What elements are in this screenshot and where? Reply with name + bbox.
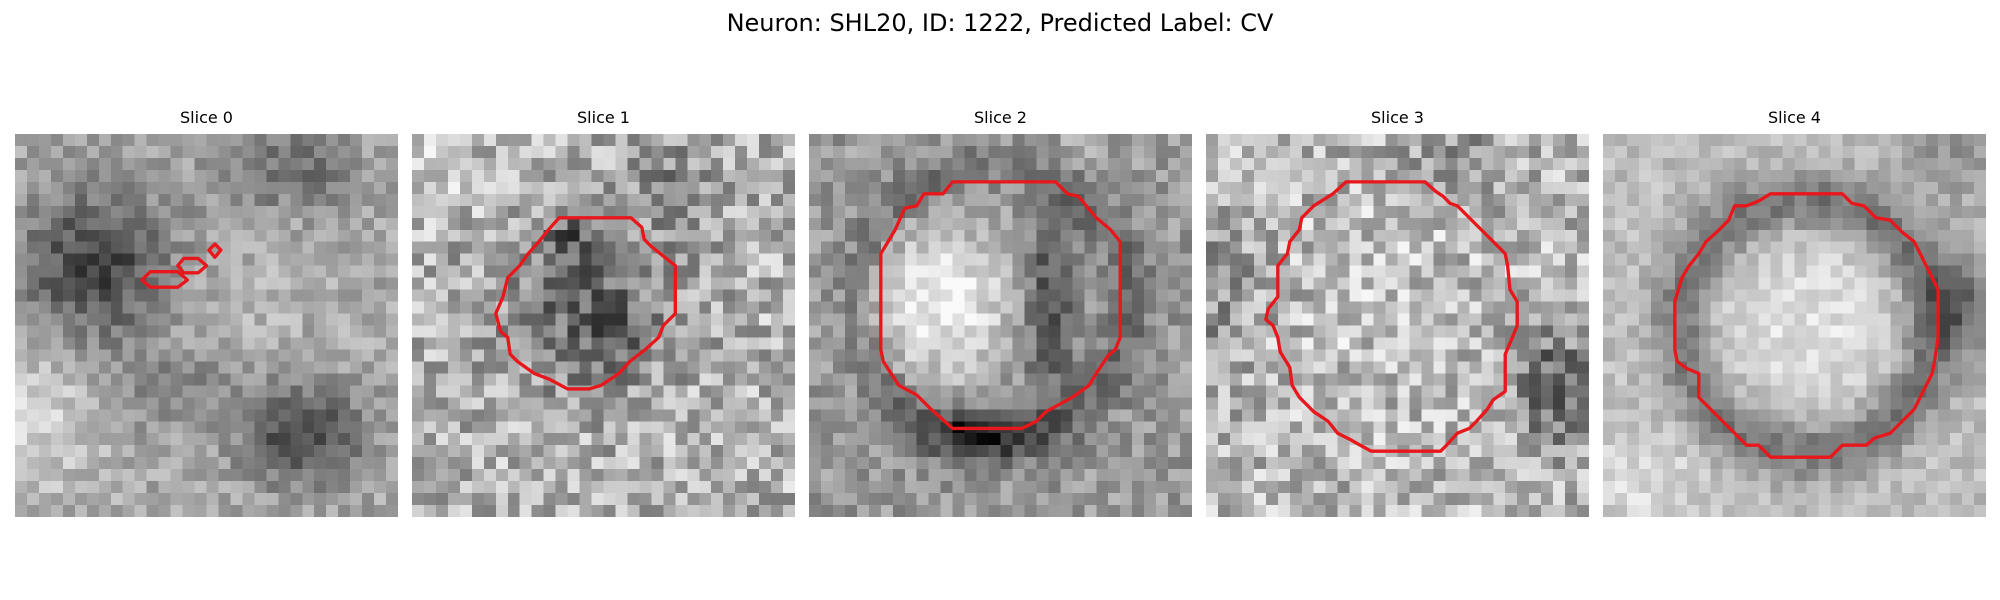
slice-panel-2: Slice 2: [809, 108, 1192, 517]
slice-title-3: Slice 3: [1371, 108, 1424, 127]
slice-image-3: [1206, 134, 1589, 517]
slice-panel-3: Slice 3: [1206, 108, 1589, 517]
contour-1: [494, 216, 677, 391]
slice-panel-1: Slice 1: [412, 108, 795, 517]
slice-title-0: Slice 0: [180, 108, 233, 127]
slice-image-0: [15, 134, 398, 517]
contour-3: [1264, 180, 1519, 453]
contour-2: [879, 180, 1122, 431]
slice-title-1: Slice 1: [577, 108, 630, 127]
contour-0a: [140, 269, 190, 289]
slice-title-4: Slice 4: [1768, 108, 1821, 127]
slice-title-2: Slice 2: [974, 108, 1027, 127]
slice-image-2: [809, 134, 1192, 517]
figure-title: Neuron: SHL20, ID: 1222, Predicted Label…: [726, 9, 1274, 37]
slice-panel-4: Slice 4: [1603, 108, 1986, 517]
slice-image-4: [1603, 134, 1986, 517]
slice-image-1: [412, 134, 795, 517]
contour-0b: [176, 256, 209, 275]
contour-0c: [207, 242, 223, 259]
contour-4: [1673, 192, 1940, 459]
slice-panel-0: Slice 0: [15, 108, 398, 517]
